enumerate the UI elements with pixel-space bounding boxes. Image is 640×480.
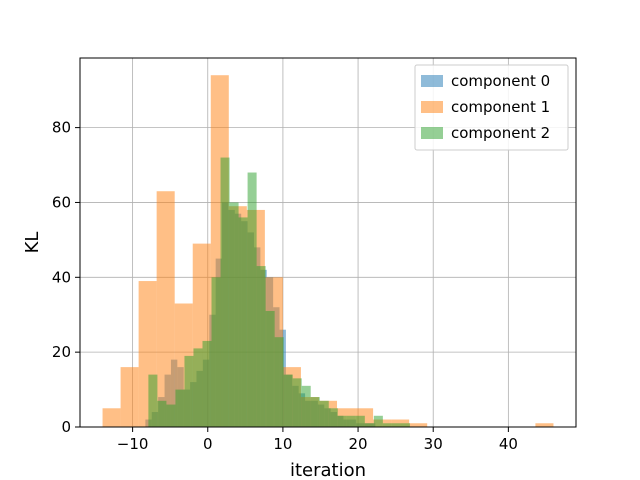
y-tick-label: 60 [52,193,71,211]
histogram-bar-series-1 [409,423,428,427]
histogram-bar-series-2 [211,277,221,427]
histogram-bar-series-2 [364,423,374,427]
histogram-bar-series-2 [247,172,257,427]
x-tick-label: 20 [349,435,368,453]
histogram-bar-series-2 [391,423,401,427]
histogram-bar-series-1 [102,408,121,427]
histogram-bar-series-2 [373,415,383,427]
histogram-bars [102,75,554,427]
x-tick-label: 30 [424,435,443,453]
histogram-bar-series-2 [184,355,194,427]
histogram-bar-series-2 [355,415,365,427]
histogram-bar-series-2 [256,266,266,427]
histogram-bar-series-2 [193,348,203,427]
legend-label: component 2 [451,124,550,142]
histogram-bar-series-2 [346,415,356,427]
legend-swatch [421,127,443,139]
x-tick-label: 10 [273,435,292,453]
y-tick-label: 20 [52,343,71,361]
legend-swatch [421,101,443,113]
histogram-bar-series-2 [202,340,212,427]
x-axis-label: iteration [290,460,366,480]
histogram-bar-series-1 [535,423,554,427]
legend: component 0 component 1 component 2 [414,64,569,151]
legend-swatch [421,75,443,87]
axis-ticks: −10 0 10 20 30 40 0 20 40 60 80 [52,119,518,453]
histogram-bar-series-2 [175,389,185,427]
histogram-bar-series-2 [166,404,176,427]
histogram-bar-series-2 [229,202,239,427]
y-tick-label: 80 [52,119,71,137]
legend-box [414,64,569,151]
histogram-bar-series-2 [157,400,167,427]
y-tick-label: 40 [52,268,71,286]
histogram-bar-series-2 [400,423,410,427]
histogram-bar-series-2 [292,378,302,427]
histogram-bar-series-1 [120,367,139,427]
legend-label: component 1 [451,98,550,116]
histogram-bar-series-2 [220,157,230,427]
plot-frame [79,57,577,428]
x-tick-label: −10 [117,435,149,453]
histogram-bar-series-2 [301,385,311,427]
histogram-bar-series-2 [283,374,293,427]
x-tick-label: 0 [203,435,213,453]
y-axis-label: KL [22,232,43,254]
histogram-bar-series-1 [156,191,175,427]
histogram-bar-series-2 [238,217,248,427]
histogram-bar-series-2 [148,374,158,427]
histogram-bar-series-2 [265,310,275,427]
legend-label: component 0 [451,72,550,90]
histogram-bar-series-2 [274,337,284,427]
histogram-bar-series-2 [337,415,347,427]
histogram-bar-series-2 [382,423,392,427]
histogram-bar-series-2 [319,400,329,427]
y-tick-label: 0 [61,418,71,436]
x-tick-label: 40 [499,435,518,453]
histogram-bar-series-2 [310,397,320,427]
histogram-bar-series-2 [328,408,338,427]
